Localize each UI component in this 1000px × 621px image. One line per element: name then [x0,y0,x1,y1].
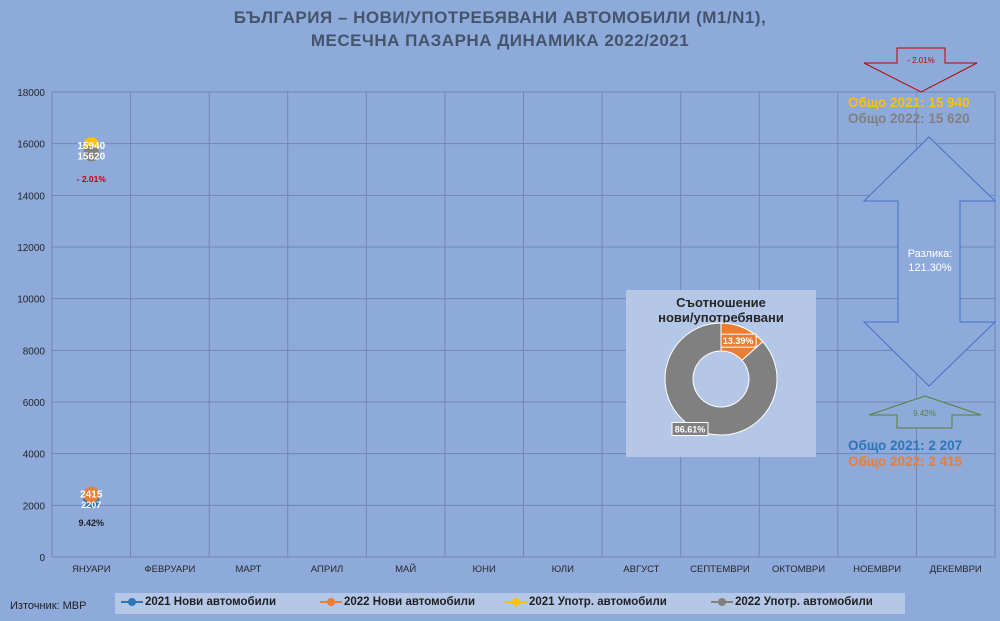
x-tick-label: ЮНИ [473,564,496,575]
legend-item: 2021 Употр. автомобили [505,596,667,608]
data-label-used-2021: 15940 [77,141,105,152]
donut-slice-label: 86.61% [675,425,706,435]
y-tick-label: 2000 [23,501,46,512]
ratio-title-line2: нови/употребявани [658,310,784,325]
x-tick-label: ЯНУАРИ [72,564,111,575]
y-axis-ticks: 0 2000 4000 6000 8000 10000 12000 14000 16000 180… [17,88,45,564]
x-tick-label: АВГУСТ [623,564,659,575]
data-label-used-change: - 2.01% [77,174,107,184]
chart-title-line1: БЪЛГАРИЯ – НОВИ/УПОТРЕБЯВАНИ АВТОМОБИЛИ … [233,8,767,27]
legend-label: 2022 Употр. автомобили [735,596,873,608]
x-tick-label: ФЕВРУАРИ [144,564,195,575]
difference-value: 121.30% [908,262,952,274]
data-label-new-2021: 2207 [81,500,101,510]
legend-line-marker-icon [711,597,733,607]
legend-item: 2022 Нови автомобили [320,596,475,608]
y-tick-label: 14000 [17,191,45,202]
source-note: Източник: МВР [10,600,87,612]
x-tick-label: ДЕКЕМВРИ [930,564,982,575]
legend: 2021 Нови автомобили 2022 Нови автомобили… [115,593,905,614]
x-tick-label: АПРИЛ [311,564,343,575]
ratio-chart-panel: Съотношение нови/употребявани 13.39% 86.6… [626,290,816,457]
used-change-down-arrow [863,47,978,93]
legend-line-marker-icon [121,597,143,607]
data-point [83,145,100,162]
legend-label: 2022 Нови автомобили [344,596,476,608]
legend-item: 2022 Употр. автомобили [711,596,873,608]
legend-item: 2021 Нови автомобили [121,596,276,608]
difference-double-arrow [862,136,997,387]
y-tick-label: 16000 [17,140,45,151]
chart-title-line2: МЕСЕЧНА ПАЗАРНА ДИНАМИКА 2022/2021 [310,31,690,50]
total-used-2021: Общо 2021: 15 940 [848,95,970,110]
ratio-chart-title: Съотношение нови/употребявани [626,295,816,325]
y-tick-label: 0 [39,553,45,564]
donut-slice-label: 13.39% [723,336,754,346]
x-tick-label: СЕПТЕМВРИ [690,564,750,575]
y-tick-label: 10000 [17,295,45,306]
total-new-2021: Общо 2021: 2 207 [848,438,963,453]
x-tick-label: ЮЛИ [552,564,574,575]
y-tick-label: 8000 [23,346,46,357]
y-tick-label: 18000 [17,88,45,99]
ratio-donut-svg: 13.39% 86.61% [664,322,778,436]
data-point [83,486,100,503]
x-tick-label: ОКТОМВРИ [772,564,825,575]
new-change-arrow-label: 9.42% [913,409,936,418]
legend-line-marker-icon [320,597,342,607]
used-change-arrow-label: - 2.01% [907,56,935,65]
legend-label: 2021 Употр. автомобили [529,596,667,608]
donut-label-box [671,422,709,436]
legend-line-marker-icon [505,597,527,607]
legend-label: 2021 Нови автомобили [145,596,277,608]
y-tick-label: 4000 [23,450,46,461]
donut-slice [664,322,778,436]
grid-lines [51,91,996,558]
difference-label: Разлика: [907,248,953,260]
y-tick-label: 6000 [23,398,46,409]
data-label-used-2022: 15620 [77,151,105,162]
x-axis-ticks: ЯНУАРИ ФЕВРУАРИ МАРТ АПРИЛ МАЙ ЮНИ ЮЛИ АВГУСТ СЕ… [72,563,982,575]
ratio-title-line1: Съотношение [676,295,766,310]
chart-title: БЪЛГАРИЯ – НОВИ/УПОТРЕБЯВАНИ АВТОМОБИЛИ … [0,6,1000,52]
new-change-up-arrow [868,395,982,429]
y-tick-label: 12000 [17,243,45,254]
total-new-2022: Общо 2022: 2 415 [848,454,963,469]
x-tick-label: МАЙ [395,563,416,575]
data-label-new-change: 9.42% [79,518,105,528]
total-used-2022: Общо 2022: 15 620 [848,111,970,126]
data-label-new-2022: 2415 [80,490,103,501]
x-tick-label: МАРТ [235,564,261,575]
x-tick-label: НОЕМВРИ [853,564,901,575]
